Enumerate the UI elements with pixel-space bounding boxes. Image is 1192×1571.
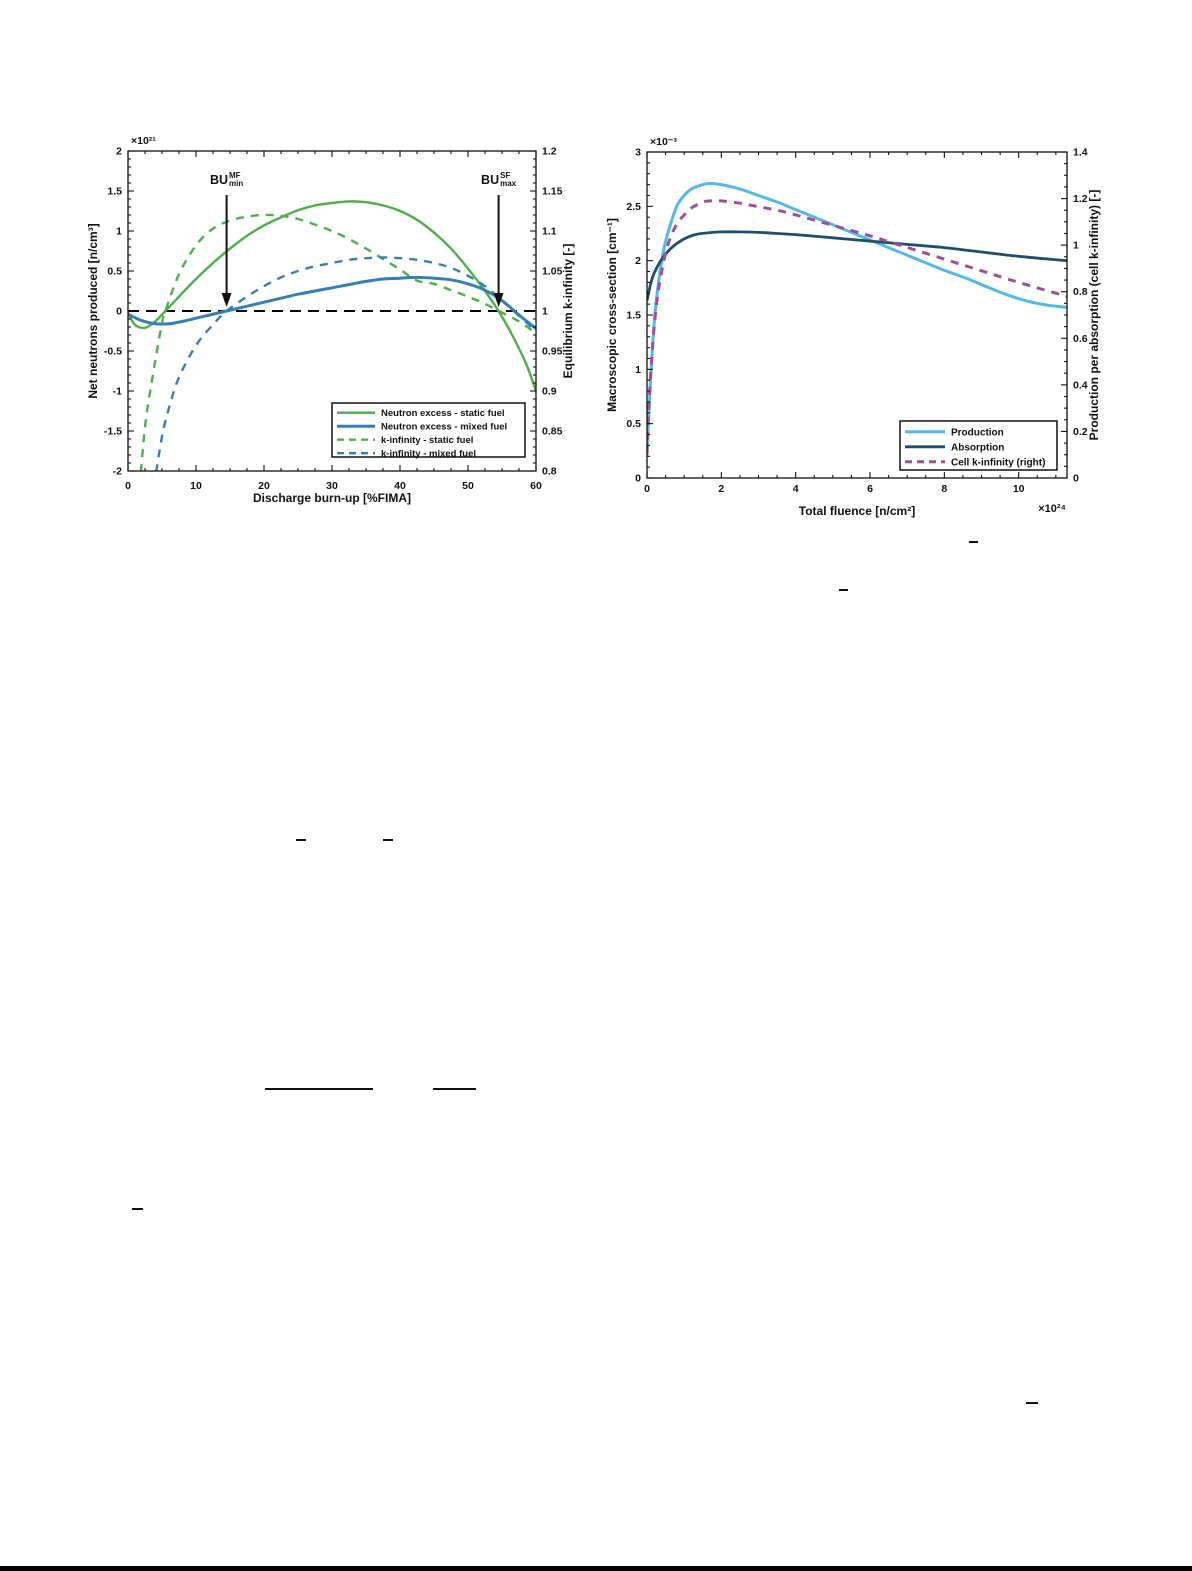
annotation-arrow-head <box>493 293 504 307</box>
page-bottom-rule <box>0 1566 1192 1571</box>
left-y-tick-label: -0.5 <box>104 346 122 358</box>
left-y-tick-label: -1.5 <box>104 426 122 438</box>
series-line-cell-k-infinity-right- <box>647 199 1067 455</box>
x-axis-label: Total fluence [n/cm²] <box>799 504 915 518</box>
x-tick-label: 10 <box>1013 483 1025 495</box>
right-y-tick-label: 1 <box>542 306 548 318</box>
right-y-tick-label: 0.4 <box>1073 379 1088 391</box>
left-y-axis-label: Net neutrons produced [n/cm³] <box>86 223 100 398</box>
right-y-tick-label: 0.95 <box>542 346 563 358</box>
annotation-arrow-head <box>221 293 232 307</box>
left-y-tick-label: 2.5 <box>626 201 641 213</box>
left-y-tick-label: 0.5 <box>107 266 122 278</box>
stray-dash-mark <box>296 839 306 841</box>
left-y-axis-label: Macroscopic cross-section [cm⁻¹] <box>605 218 619 412</box>
series-line-absorption <box>647 230 1067 302</box>
right-y-axis-label: Equilibrium k-infinity [-] <box>561 244 575 379</box>
legend-entry-label: Neutron excess - mixed fuel <box>381 422 507 433</box>
right-y-tick-label: 0 <box>1073 473 1079 485</box>
fluence-chart-figure: 0 2 4 6 8 10 0 0.5 1 1.5 2 2.5 3 0 0.2 0.4 0.6 0.8 1 1.2 1.4… <box>600 130 1160 530</box>
left-y-tick-label: 2 <box>116 146 122 158</box>
right-y-tick-label: 0.2 <box>1073 426 1088 438</box>
x-tick-label: 2 <box>718 483 724 495</box>
left-y-tick-label: 1 <box>116 226 122 238</box>
legend-entry-label: Absorption <box>951 442 1004 453</box>
axis-tick-labels: 0 10 20 30 40 50 60 -2 -1.5 -1 -0.5 0 0.5 1 1.5 2 0.8 0.8… <box>104 146 563 493</box>
series-line-neutron-excess-mixed-fuel <box>128 275 536 330</box>
x-axis-exponent-label: ×10²⁴ <box>1038 503 1066 515</box>
stray-dash-mark <box>433 1088 476 1090</box>
series-group <box>647 182 1067 455</box>
stray-dash-mark <box>969 541 978 543</box>
x-tick-label: 10 <box>190 480 202 492</box>
right-y-tick-label: 0.8 <box>542 466 557 478</box>
legend-entry-label: k-infinity - static fuel <box>381 435 473 446</box>
legend-entry-label: Neutron excess - static fuel <box>381 408 505 419</box>
stray-dash-mark <box>132 1208 143 1210</box>
right-y-tick-label: 0.6 <box>1073 333 1088 345</box>
x-tick-label: 6 <box>867 483 873 495</box>
stray-dash-mark <box>383 839 393 841</box>
stray-dash-mark <box>265 1088 373 1090</box>
left-y-tick-label: -2 <box>113 466 122 478</box>
left-y-tick-label: -1 <box>113 386 122 398</box>
left-y-tick-label: 3 <box>635 147 641 159</box>
burnup-chart-svg: 0 10 20 30 40 50 60 -2 -1.5 -1 -0.5 0 0.5 1 1.5 2 0.8 0.8… <box>86 135 575 505</box>
x-axis-label: Discharge burn-up [%FIMA] <box>253 491 411 505</box>
legend-entry-label: k-infinity - mixed fuel <box>381 449 476 460</box>
series-line-production <box>647 182 1067 451</box>
right-y-tick-label: 1.1 <box>542 226 557 238</box>
left-y-tick-label: 0.5 <box>626 418 641 430</box>
left-axis-exponent-label: ×10²¹ <box>131 135 156 147</box>
axis-ticks <box>646 151 1067 479</box>
right-y-axis-label: Production per absorption (cell k-infini… <box>1087 190 1101 441</box>
left-y-tick-label: 1.5 <box>626 310 641 322</box>
left-y-tick-label: 1.5 <box>107 186 122 198</box>
legend-entry-label: Cell k-infinity (right) <box>951 457 1045 468</box>
stray-dash-mark <box>839 589 848 591</box>
annotation-bu-min: BU MF min <box>209 171 244 188</box>
fluence-chart-svg: 0 2 4 6 8 10 0 0.5 1 1.5 2 2.5 3 0 0.2 0.4 0.6 0.8 1 1.2 1.4… <box>605 136 1101 518</box>
x-tick-label: 40 <box>394 480 406 492</box>
x-tick-label: 0 <box>644 483 650 495</box>
annotation-bu-max: BU SF max <box>481 171 517 188</box>
right-y-tick-label: 0.85 <box>542 426 563 438</box>
burnup-chart-figure: 0 10 20 30 40 50 60 -2 -1.5 -1 -0.5 0 0.5 1 1.5 2 0.8 0.8… <box>85 130 590 525</box>
x-tick-label: 8 <box>941 483 947 495</box>
x-tick-label: 50 <box>462 480 474 492</box>
left-axis-exponent-label: ×10⁻³ <box>650 136 677 148</box>
axis-ticks <box>127 150 537 472</box>
left-y-tick-label: 0 <box>116 306 122 318</box>
left-y-tick-label: 0 <box>635 473 641 485</box>
right-y-tick-label: 0.9 <box>542 386 557 398</box>
right-y-tick-label: 1 <box>1073 240 1079 252</box>
right-y-tick-label: 1.15 <box>542 186 563 198</box>
x-tick-label: 4 <box>793 483 799 495</box>
right-y-tick-label: 1.2 <box>1073 193 1088 205</box>
left-y-tick-label: 2 <box>635 255 641 267</box>
axis-tick-labels: 0 2 4 6 8 10 0 0.5 1 1.5 2 2.5 3 0 0.2 0.4 0.6 0.8 1 1.2 1.4 <box>626 147 1087 496</box>
right-y-tick-label: 1.2 <box>542 146 557 158</box>
series-group <box>128 200 536 471</box>
x-tick-label: 20 <box>258 480 270 492</box>
legend: Neutron excess - static fuel Neutron exce… <box>331 402 526 460</box>
x-tick-label: 30 <box>326 480 338 492</box>
series-line-k-infinity-static-fuel <box>139 213 536 471</box>
right-y-tick-label: 1.4 <box>1073 147 1088 159</box>
series-line-neutron-excess-static-fuel <box>128 200 536 392</box>
right-y-tick-label: 0.8 <box>1073 286 1088 298</box>
legend: Production Absorption Cell k-infinity (rig… <box>899 420 1058 471</box>
right-y-tick-label: 1.05 <box>542 266 563 278</box>
series-line-k-infinity-mixed-fuel <box>155 256 536 471</box>
stray-dash-mark <box>1026 1402 1038 1404</box>
x-tick-label: 60 <box>530 480 542 492</box>
left-y-tick-label: 1 <box>635 364 641 376</box>
legend-entry-label: Production <box>951 427 1004 438</box>
x-tick-label: 0 <box>125 480 131 492</box>
